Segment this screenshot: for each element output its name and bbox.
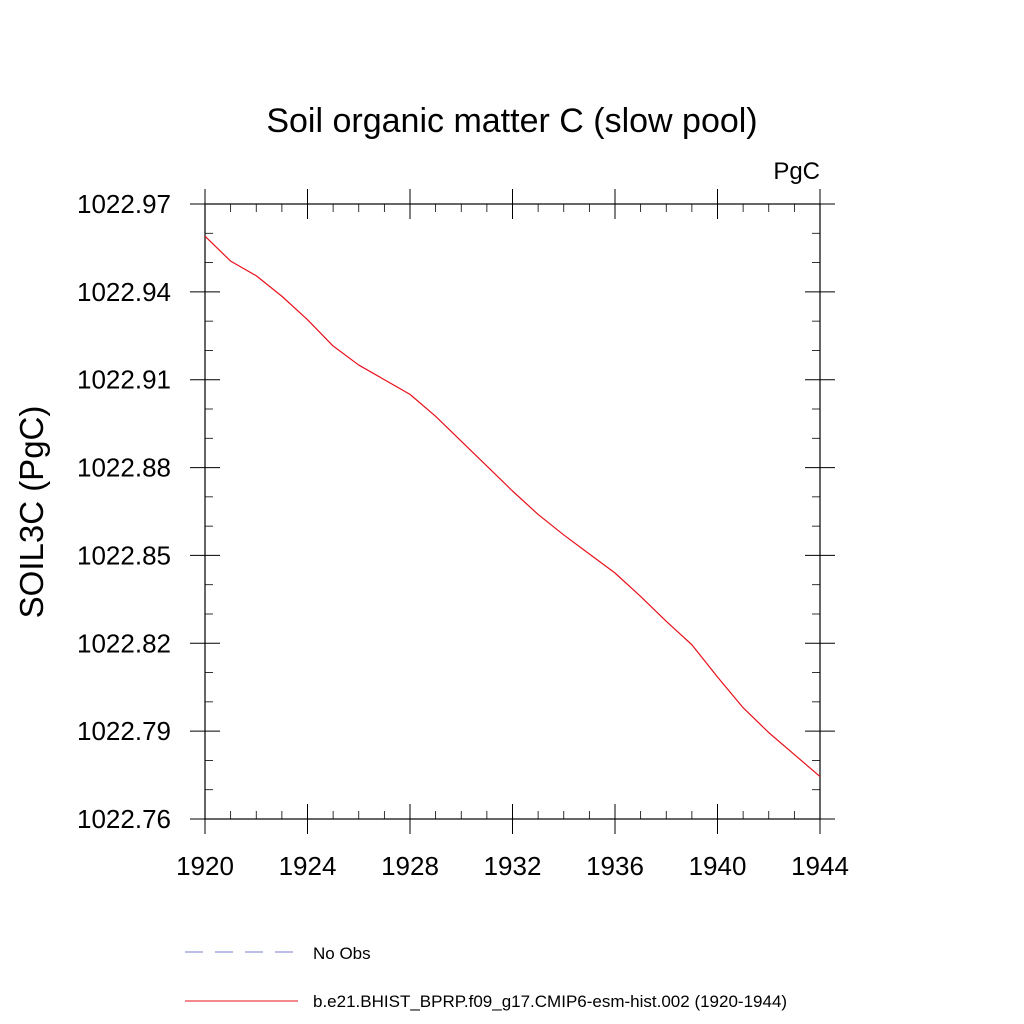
x-tick-labels: 1920 1924 1928 1932 1936 1940 1944 <box>176 851 849 881</box>
y-tick-label: 1022.82 <box>77 628 171 658</box>
series-line-1 <box>204 235 821 777</box>
x-tick-label: 1944 <box>791 851 849 881</box>
legend-label-model: b.e21.BHIST_BPRP.f09_g17.CMIP6-esm-hist.… <box>313 992 787 1011</box>
x-tick-label: 1928 <box>381 851 439 881</box>
axis-ticks <box>190 189 835 834</box>
chart-title: Soil organic matter C (slow pool) <box>266 102 757 140</box>
x-tick-label: 1932 <box>484 851 542 881</box>
y-tick-label: 1022.94 <box>77 277 171 307</box>
y-tick-label: 1022.91 <box>77 365 171 395</box>
y-tick-label: 1022.88 <box>77 453 171 483</box>
plot-frame <box>204 203 821 820</box>
x-tick-label: 1924 <box>279 851 337 881</box>
x-tick-label: 1940 <box>689 851 747 881</box>
series-lines <box>204 235 821 777</box>
y-tick-label: 1022.85 <box>77 540 171 570</box>
y-axis-label: SOIL3C (PgC) <box>13 406 50 619</box>
y-tick-label: 1022.79 <box>77 716 171 746</box>
units-label: PgC <box>773 158 820 185</box>
y-tick-label: 1022.97 <box>77 189 171 219</box>
x-tick-label: 1920 <box>176 851 234 881</box>
legend-label-no-obs: No Obs <box>313 944 371 963</box>
legend: No Obs b.e21.BHIST_BPRP.f09_g17.CMIP6-es… <box>185 944 787 1011</box>
x-tick-label: 1936 <box>586 851 644 881</box>
y-tick-label: 1022.76 <box>77 804 171 834</box>
y-tick-labels: 1022.76 1022.79 1022.82 1022.85 1022.88 1022.… <box>77 189 171 834</box>
